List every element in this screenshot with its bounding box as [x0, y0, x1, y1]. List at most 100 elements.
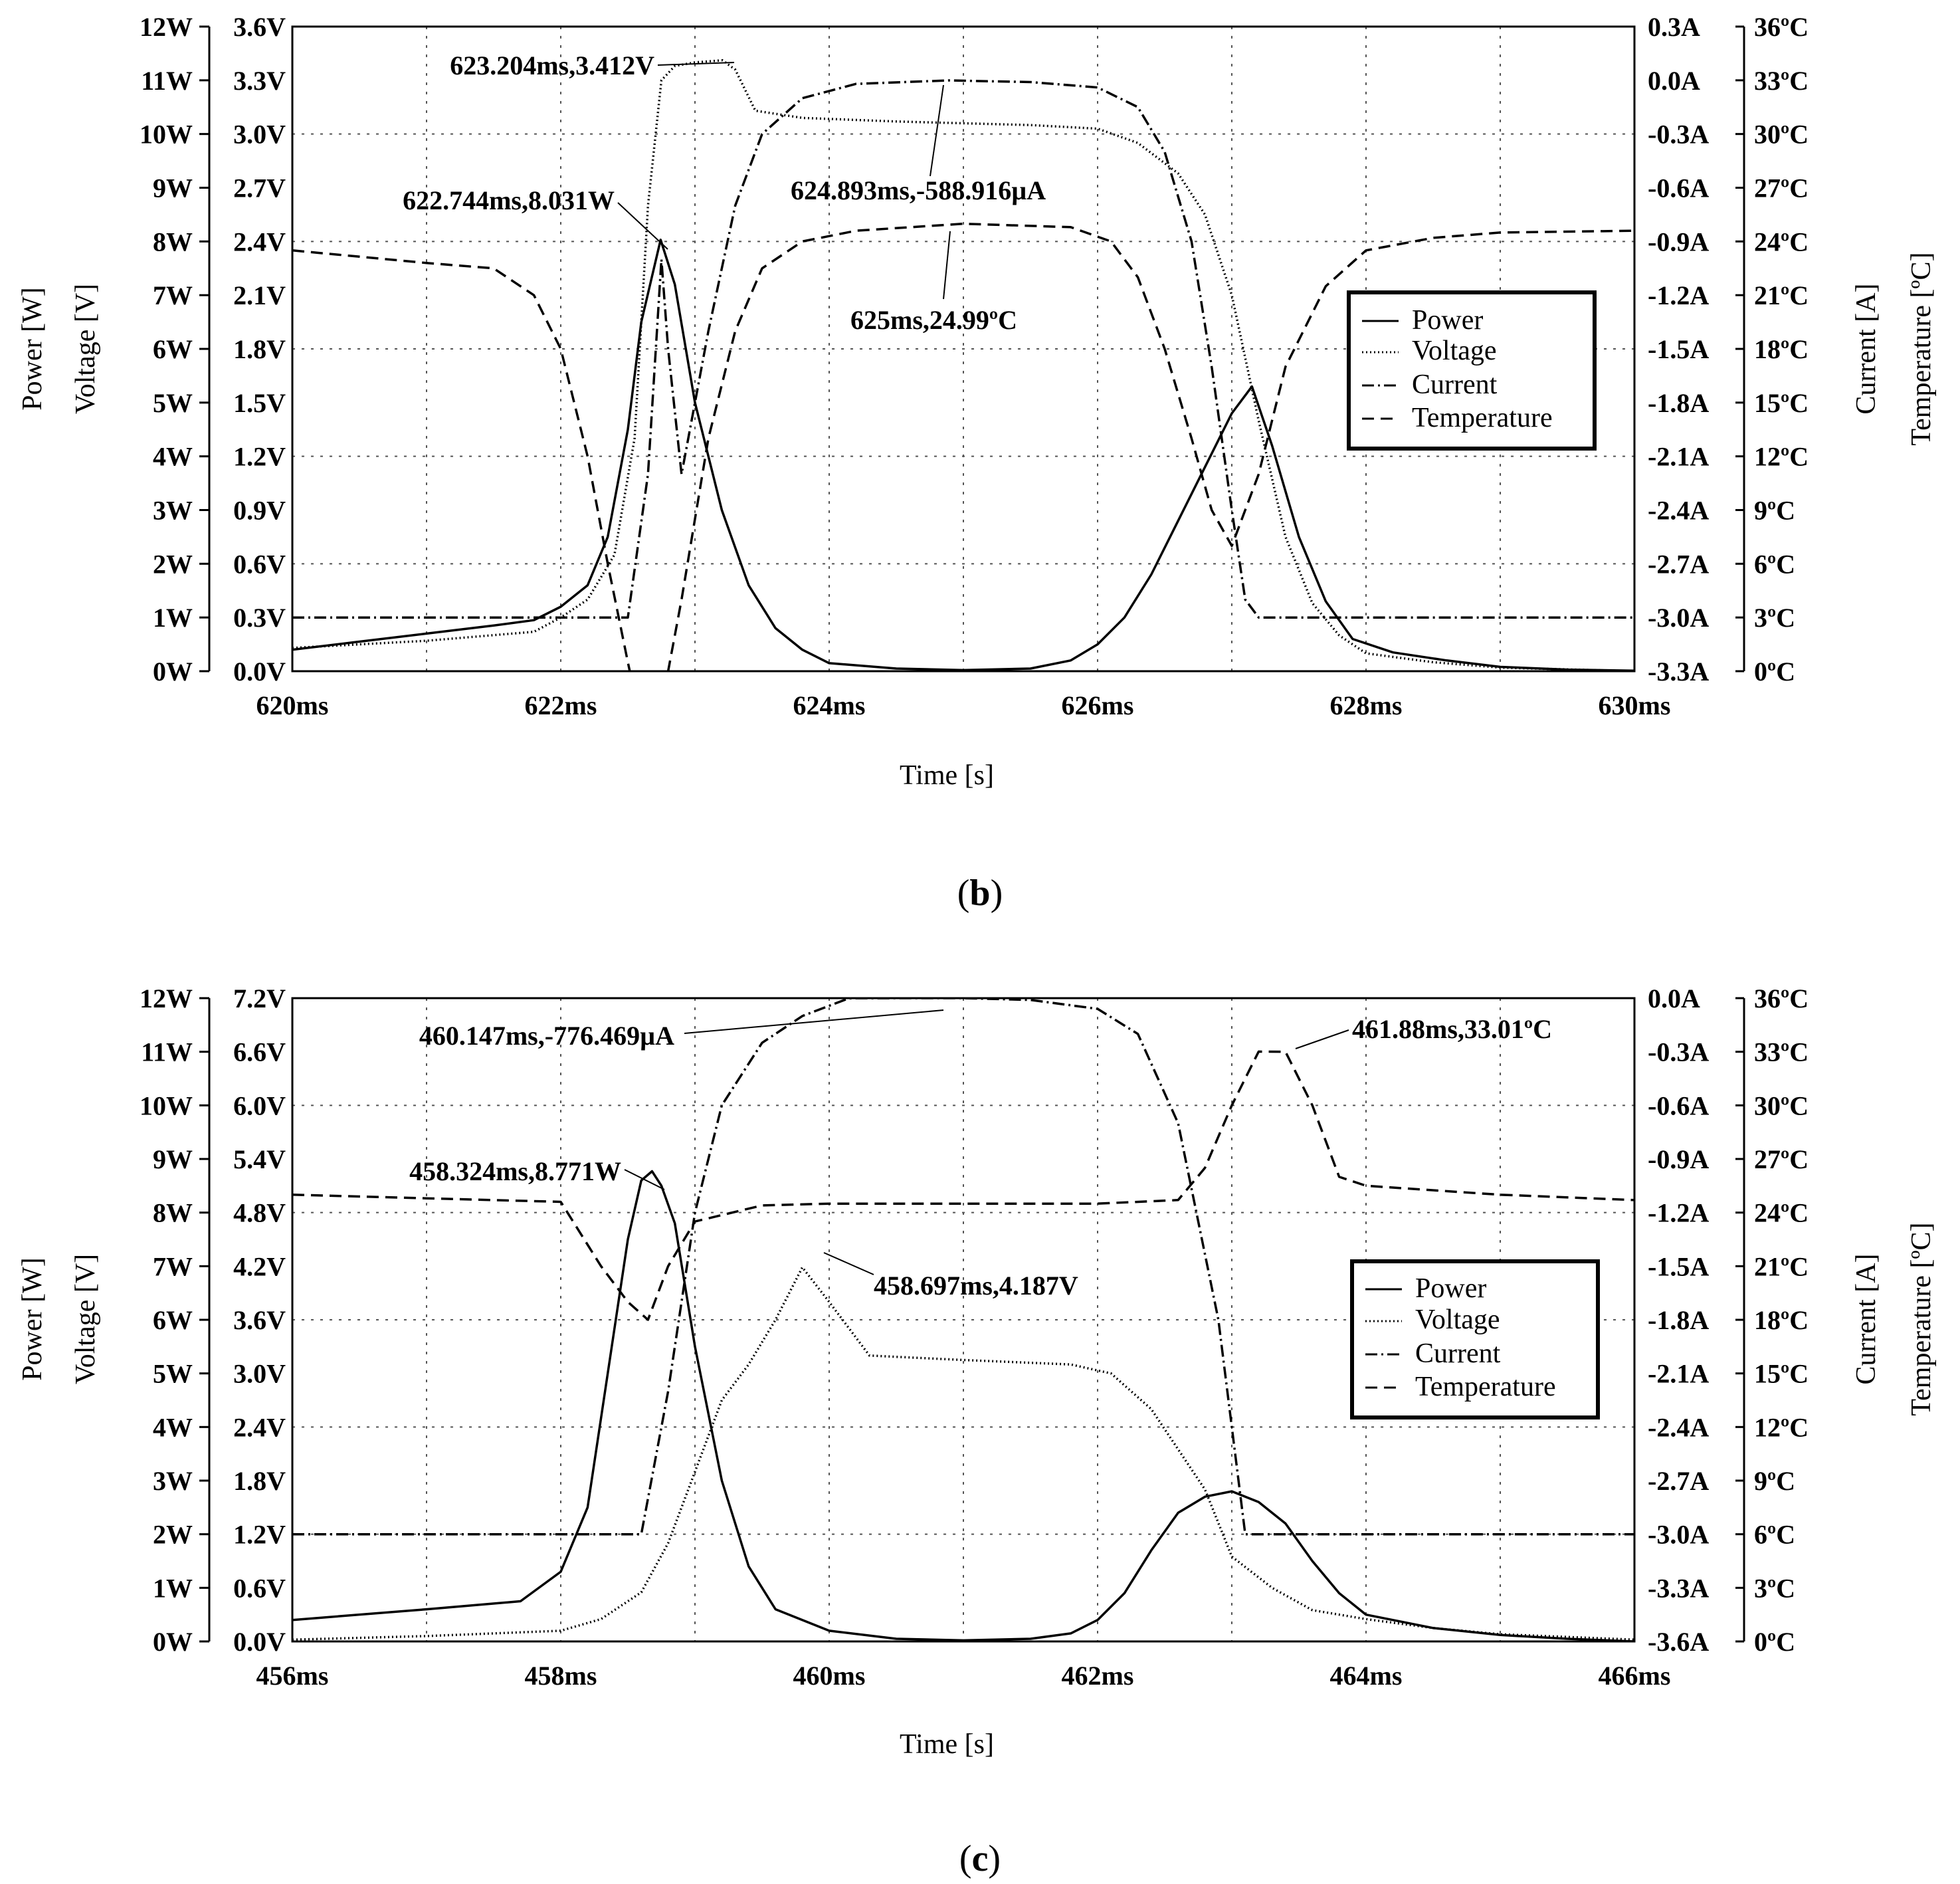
- voltage-tick-label: 5.4V: [233, 1144, 286, 1174]
- temperature-tick-label: 0ºC: [1754, 1627, 1795, 1657]
- temperature-tick-label: 21ºC: [1754, 1251, 1809, 1281]
- annotation-leader: [624, 1169, 665, 1190]
- temperature-tick-label: 24ºC: [1754, 1198, 1809, 1228]
- legend-label-temperature: Temperature: [1412, 403, 1553, 433]
- power-tick-label: 10W: [140, 1091, 193, 1120]
- power-tick-label: 8W: [153, 1198, 193, 1228]
- temperature-tick-labels: 36ºC 33ºC 30ºC 27ºC 24ºC 21ºC 18ºC 15ºC 12ºC 9ºC 6…: [1735, 984, 1809, 1657]
- x-tick-label: 628ms: [1330, 690, 1403, 720]
- current-tick-label: -1.5A: [1648, 1251, 1709, 1281]
- voltage-tick-label: 1.2V: [233, 1520, 286, 1550]
- power-tick-label: 9W: [153, 1144, 193, 1174]
- voltage-tick-label: 0.9V: [233, 496, 286, 526]
- power-tick-label: 4W: [153, 442, 193, 472]
- series-line-temperature: [292, 222, 1634, 671]
- power-tick-label: 11W: [141, 1037, 193, 1067]
- x-tick-labels: 456ms 458ms 460ms 462ms 464ms 466ms: [256, 1661, 1671, 1691]
- temperature-tick-label: 27ºC: [1754, 1144, 1809, 1174]
- power-tick-label: 6W: [153, 1305, 193, 1335]
- voltage-tick-label: 2.4V: [233, 227, 286, 257]
- current-tick-label: 0.3A: [1648, 12, 1700, 42]
- panel-label-c: (c): [959, 1838, 1001, 1879]
- current-tick-label: -0.9A: [1648, 1144, 1709, 1174]
- annotation-current: 624.893ms,-588.916µA: [791, 175, 1046, 205]
- power-tick-label: 7W: [153, 280, 193, 310]
- series-group: [292, 58, 1634, 671]
- current-tick-label: -0.3A: [1648, 120, 1709, 150]
- current-tick-label: 0.0A: [1648, 984, 1700, 1013]
- temperature-tick-label: 15ºC: [1754, 1359, 1809, 1389]
- temperature-tick-label: 3ºC: [1754, 1573, 1795, 1603]
- current-tick-label: -0.6A: [1648, 1091, 1709, 1120]
- x-tick-label: 466ms: [1599, 1661, 1671, 1691]
- current-tick-label: -3.3A: [1648, 1573, 1709, 1603]
- current-tick-labels: 0.0A -0.3A -0.6A -0.9A -1.2A -1.5A -1.8A -2.1A -…: [1648, 984, 1709, 1657]
- annotation-leader: [684, 1009, 944, 1034]
- power-tick-label: 5W: [153, 1359, 193, 1389]
- voltage-axis-title: Voltage [V]: [70, 284, 101, 414]
- power-axis-title: Power [W]: [17, 287, 48, 410]
- x-axis-title: Time [s]: [900, 1729, 994, 1760]
- annotation-leader: [943, 231, 951, 300]
- series-line-power: [292, 1170, 1634, 1641]
- voltage-tick-label: 1.5V: [233, 388, 286, 418]
- power-tick-labels: 12W 11W 10W 9W 8W 7W 6W 5W 4W 3W 2W 1W 0W: [140, 984, 209, 1657]
- x-tick-label: 460ms: [793, 1661, 866, 1691]
- current-tick-label: 0.0A: [1648, 66, 1700, 96]
- power-tick-label: 0W: [153, 657, 193, 686]
- temperature-axis-title: Temperature [ºC]: [1906, 252, 1937, 445]
- power-tick-label: 7W: [153, 1251, 193, 1281]
- current-tick-label: -1.5A: [1648, 334, 1709, 364]
- annotations: 460.147ms,-776.469µA 461.88ms,33.01ºC 45…: [409, 1009, 1552, 1301]
- power-tick-label: 12W: [140, 984, 193, 1013]
- temperature-tick-label: 9ºC: [1754, 496, 1795, 526]
- x-tick-label: 620ms: [256, 690, 329, 720]
- x-tick-label: 464ms: [1330, 1661, 1403, 1691]
- current-axis-title: Current [A]: [1851, 283, 1882, 414]
- power-tick-label: 9W: [153, 173, 193, 203]
- current-tick-label: -3.0A: [1648, 1520, 1709, 1550]
- legend-label-voltage: Voltage: [1412, 336, 1497, 366]
- power-tick-label: 8W: [153, 227, 193, 257]
- temperature-tick-label: 15ºC: [1754, 388, 1809, 418]
- panel-c: 12W 11W 10W 9W 8W 7W 6W 5W 4W 3W 2W 1W 0W 7.2V 6.6V 6.…: [17, 984, 1937, 1879]
- x-tick-labels: 620ms 622ms 624ms 626ms 628ms 630ms: [256, 690, 1671, 720]
- power-tick-label: 3W: [153, 1466, 193, 1496]
- voltage-tick-label: 3.6V: [233, 12, 286, 42]
- power-tick-label: 5W: [153, 388, 193, 418]
- voltage-tick-label: 3.0V: [233, 1359, 286, 1389]
- current-tick-label: -0.9A: [1648, 227, 1709, 257]
- power-tick-label: 1W: [153, 1573, 193, 1603]
- current-tick-label: -1.8A: [1648, 388, 1709, 418]
- temperature-axis-title: Temperature [ºC]: [1906, 1222, 1937, 1415]
- current-tick-label: -1.8A: [1648, 1305, 1709, 1335]
- legend: Power Voltage Current Temperature: [1350, 1259, 1600, 1419]
- annotation-leader: [657, 62, 735, 66]
- panel-label-b: (b): [957, 873, 1003, 914]
- current-tick-label: -3.0A: [1648, 603, 1709, 633]
- annotation-current: 460.147ms,-776.469µA: [419, 1021, 674, 1051]
- voltage-tick-label: 1.2V: [233, 442, 286, 472]
- voltage-tick-label: 4.2V: [233, 1251, 286, 1281]
- temperature-tick-label: 12ºC: [1754, 1412, 1809, 1442]
- power-tick-labels: 12W 11W 10W 9W 8W 7W 6W 5W 4W 3W 2W 1W 0W: [140, 12, 209, 686]
- x-tick-label: 624ms: [793, 690, 866, 720]
- temperature-tick-label: 33ºC: [1754, 1037, 1809, 1067]
- series-group: [292, 998, 1634, 1641]
- temperature-tick-label: 27ºC: [1754, 173, 1809, 203]
- legend-label-voltage: Voltage: [1415, 1305, 1500, 1335]
- voltage-tick-label: 0.6V: [233, 549, 286, 579]
- legend: Power Voltage Current Temperature: [1347, 290, 1597, 451]
- legend-label-current: Current: [1415, 1338, 1501, 1369]
- panel-letter: c: [972, 1838, 989, 1879]
- x-tick-label: 630ms: [1599, 690, 1671, 720]
- temperature-tick-label: 21ºC: [1754, 280, 1809, 310]
- power-axis-title: Power [W]: [17, 1257, 48, 1380]
- x-tick-label: 462ms: [1062, 1661, 1134, 1691]
- current-tick-label: -2.7A: [1648, 549, 1709, 579]
- voltage-tick-label: 0.0V: [233, 657, 286, 686]
- legend-label-temperature: Temperature: [1415, 1372, 1556, 1402]
- power-tick-label: 2W: [153, 1520, 193, 1550]
- annotation-leader: [930, 84, 944, 177]
